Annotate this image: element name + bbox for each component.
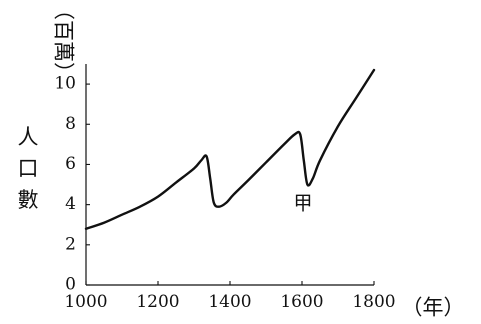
x-tick-label: 1200 <box>136 292 179 312</box>
x-tick-label: 1400 <box>208 292 251 312</box>
y-tick-label: 4 <box>65 194 76 214</box>
population-series-line <box>84 68 376 230</box>
x-axis-label: （年） <box>402 296 465 320</box>
y-tick-label: 10 <box>54 74 76 94</box>
x-ticks: 1000 1200 1400 1600 1800 <box>64 281 396 312</box>
y-ticks: 0 2 4 6 8 10 <box>54 74 90 295</box>
y-tick-label: 6 <box>65 154 76 174</box>
x-tick-label: 1000 <box>64 292 107 312</box>
y-tick-label: 0 <box>65 275 76 295</box>
x-tick-label: 1800 <box>352 292 395 312</box>
x-tick-label: 1600 <box>280 292 323 312</box>
annotations: 甲 <box>293 193 312 215</box>
y-tick-label: 2 <box>65 234 76 254</box>
axes <box>85 64 374 286</box>
y-axis-label: 人口數 <box>18 125 39 212</box>
y-axis-unit-label: （百萬） <box>52 0 76 83</box>
y-tick-label: 8 <box>65 114 76 134</box>
annotation-label: 甲 <box>293 193 312 215</box>
